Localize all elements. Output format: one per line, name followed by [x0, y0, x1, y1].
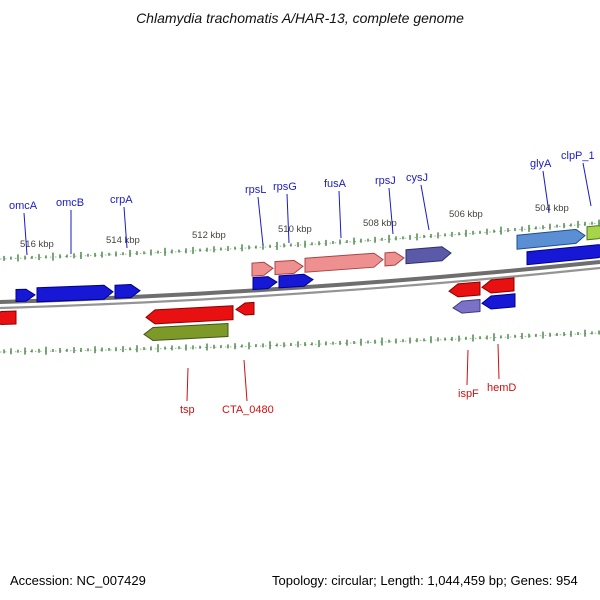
ruler-label: 514 kbp: [106, 235, 140, 246]
gene-label-ispF[interactable]: ispF: [458, 388, 479, 400]
gene-arrow-CTA_0480[interactable]: [235, 301, 255, 316]
gene-arrow-rpsL[interactable]: [251, 261, 274, 277]
gene-arrow-hemD[interactable]: [481, 293, 516, 310]
label-leader-line: [582, 162, 592, 207]
label-leader-line: [286, 193, 290, 244]
gene-arrow-unlabeled-17[interactable]: [448, 281, 481, 298]
gene-label-cysJ[interactable]: cysJ: [406, 172, 428, 184]
label-leader-line: [497, 343, 500, 380]
label-leader-line: [243, 359, 248, 402]
gene-label-omcA[interactable]: omcA: [9, 200, 38, 212]
ruler-label: 510 kbp: [278, 224, 312, 235]
gene-label-rpsJ[interactable]: rpsJ: [375, 175, 396, 187]
gene-arrow-omcB[interactable]: [36, 284, 114, 303]
label-leader-line: [186, 367, 189, 402]
gene-arrow-unlabeled-15[interactable]: [143, 322, 229, 342]
label-leader-line: [338, 190, 342, 239]
ruler-dotted-line: [0, 222, 600, 260]
gene-arrow-unlabeled-18[interactable]: [481, 277, 515, 294]
ruler-label: 504 kbp: [535, 203, 569, 214]
gene-label-tsp[interactable]: tsp: [180, 404, 195, 416]
status-summary: Topology: circular; Length: 1,044,459 bp…: [272, 573, 578, 588]
gene-label-rpsL[interactable]: rpsL: [245, 184, 266, 196]
gene-arrow-unlabeled-10[interactable]: [526, 244, 600, 266]
gene-label-omcB[interactable]: omcB: [56, 197, 84, 209]
gene-label-clpP_1[interactable]: clpP_1: [561, 150, 595, 162]
gene-arrow-unlabeled-4[interactable]: [278, 273, 314, 289]
status-bar: Accession: NC_007429 Topology: circular;…: [0, 571, 600, 595]
ruler-label: 506 kbp: [449, 209, 483, 220]
gene-label-CTA_0480[interactable]: CTA_0480: [222, 404, 274, 416]
gene-arrow-ispF[interactable]: [452, 298, 481, 314]
gene-arrow-rpsG[interactable]: [274, 259, 304, 276]
ruler-label: 512 kbp: [192, 230, 226, 241]
gene-label-rpsG[interactable]: rpsG: [273, 181, 297, 193]
gene-label-hemD[interactable]: hemD: [487, 382, 516, 394]
label-leader-line: [23, 212, 28, 256]
label-leader-line: [420, 184, 430, 231]
gene-arrow-cysJ[interactable]: [405, 246, 452, 265]
gene-arrow-unlabeled-3[interactable]: [252, 276, 278, 291]
gene-arrow-rpsJ[interactable]: [384, 251, 405, 267]
gene-arrow-clpP_1[interactable]: [586, 225, 600, 241]
gene-arrow-omcA[interactable]: [15, 288, 36, 303]
status-accession: Accession: NC_007429: [10, 573, 146, 588]
label-leader-line: [257, 196, 264, 246]
label-leader-line: [123, 206, 128, 249]
gene-arrow-crpA[interactable]: [114, 283, 141, 299]
ruler-label: 508 kbp: [363, 218, 397, 229]
gene-arrow-tsp[interactable]: [145, 305, 234, 325]
gene-arrow-unlabeled-13[interactable]: [0, 310, 17, 326]
genome-track-reverse-strand: [0, 266, 600, 310]
gene-arrow-glyA[interactable]: [516, 228, 586, 250]
gene-label-crpA[interactable]: crpA: [110, 194, 133, 206]
chart-title: Chlamydia trachomatis A/HAR-13, complete…: [136, 10, 464, 26]
label-leader-line: [466, 349, 469, 386]
label-leader-line: [542, 170, 550, 214]
ruler-dotted-line: [0, 332, 600, 353]
gene-label-glyA[interactable]: glyA: [530, 158, 552, 170]
ruler-label: 516 kbp: [20, 239, 54, 250]
gene-label-fusA[interactable]: fusA: [324, 178, 347, 190]
gene-arrow-fusA[interactable]: [304, 252, 384, 273]
label-leader-line: [388, 187, 394, 235]
